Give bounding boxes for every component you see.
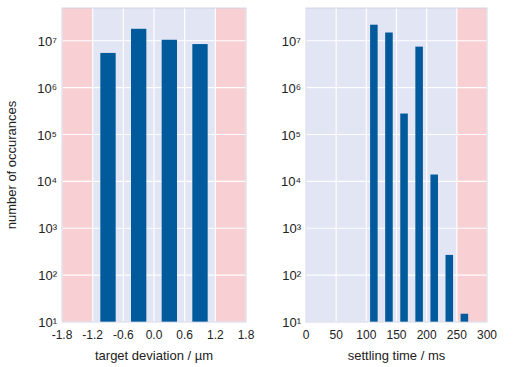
grid-line bbox=[306, 134, 487, 135]
y-tick-label: 10⁴ bbox=[37, 174, 57, 189]
x-tick-label: 50 bbox=[329, 328, 343, 342]
y-tick-label: 10² bbox=[282, 268, 301, 283]
x-tick-label: 300 bbox=[477, 328, 497, 342]
bar bbox=[461, 314, 469, 322]
grid-line bbox=[306, 87, 487, 88]
x-tick-label: 250 bbox=[447, 328, 467, 342]
grid-line bbox=[306, 275, 487, 276]
y-tick-label: 10³ bbox=[38, 221, 57, 236]
x-tick-label: -1.2 bbox=[82, 328, 103, 342]
bar bbox=[385, 33, 393, 322]
x-axis-label: target deviation / µm bbox=[95, 348, 213, 363]
grid-line bbox=[62, 87, 246, 88]
bar bbox=[430, 175, 438, 322]
plot bbox=[306, 8, 487, 322]
bar bbox=[192, 44, 207, 322]
bar bbox=[370, 25, 378, 322]
y-tick-label: 10⁷ bbox=[282, 34, 301, 49]
grid-line bbox=[62, 181, 246, 182]
y-tick-label: 10⁷ bbox=[38, 34, 57, 49]
x-tick-label: 1.8 bbox=[238, 328, 255, 342]
plot-background bbox=[62, 8, 246, 322]
frame bbox=[306, 8, 487, 322]
y-tick-label: 10¹ bbox=[38, 315, 57, 330]
x-tick-label: -1.8 bbox=[52, 328, 73, 342]
y-tick-label: 10⁵ bbox=[37, 128, 57, 143]
grid-line bbox=[62, 40, 246, 41]
x-tick-label: 0 bbox=[303, 328, 310, 342]
grid-line bbox=[306, 228, 487, 229]
bar bbox=[415, 47, 423, 322]
figure: -1.8 -1.2 -0.6 0.0 0.6 1.2 1.8 10¹ 10² 10³ 10⁴ 10⁵ 1… bbox=[0, 0, 532, 367]
x-tick-label: 100 bbox=[356, 328, 376, 342]
x-tick-label: 1.2 bbox=[207, 328, 224, 342]
frame bbox=[62, 8, 246, 322]
y-tick-label: 10¹ bbox=[282, 315, 301, 330]
plot bbox=[62, 8, 246, 322]
y-axis-label: number of occurances bbox=[4, 100, 19, 229]
y-tick-label: 10⁶ bbox=[37, 81, 57, 96]
x-tick-label: 150 bbox=[386, 328, 406, 342]
y-tick-label: 10² bbox=[38, 268, 57, 283]
x-tick-label: 0.6 bbox=[176, 328, 193, 342]
x-axis-label: settling time / ms bbox=[348, 348, 446, 363]
grid-line bbox=[62, 228, 246, 229]
y-tick-label: 10⁶ bbox=[281, 81, 301, 96]
y-tick-label: 10⁵ bbox=[281, 128, 301, 143]
bar bbox=[400, 114, 408, 322]
bars bbox=[370, 25, 468, 322]
bar bbox=[446, 255, 454, 322]
y-tick-label: 10³ bbox=[282, 221, 301, 236]
grid-line bbox=[306, 40, 487, 41]
y-tick-label: 10⁴ bbox=[281, 174, 301, 189]
bar bbox=[131, 29, 146, 322]
grid-line bbox=[62, 275, 246, 276]
x-tick-label: 0.0 bbox=[146, 328, 163, 342]
grid-line bbox=[62, 134, 246, 135]
x-tick-label: 200 bbox=[417, 328, 437, 342]
bar bbox=[162, 40, 177, 322]
plot-background bbox=[306, 8, 487, 322]
grid-line bbox=[306, 181, 487, 182]
bar bbox=[100, 53, 115, 322]
bars bbox=[100, 29, 207, 322]
x-tick-label: -0.6 bbox=[113, 328, 134, 342]
